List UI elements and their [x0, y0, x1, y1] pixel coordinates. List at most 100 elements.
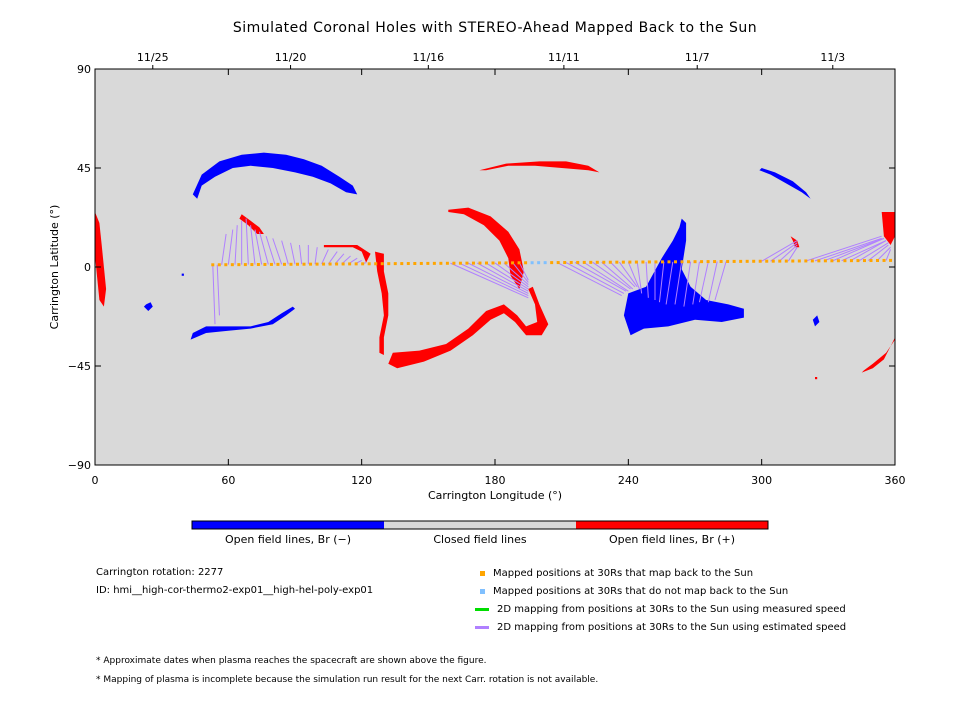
legend-item-estimated: 2D mapping from positions at 30Rs to the… [475, 620, 846, 634]
legend-label-measured: 2D mapping from positions at 30Rs to the… [497, 603, 846, 615]
plot-background [95, 69, 895, 465]
mapping-line [254, 229, 263, 265]
x-tick-label: 0 [92, 474, 99, 487]
run-id: ID: hmi__high-cor-thermo2-exp01__high-he… [96, 585, 374, 596]
mapping-line [494, 262, 529, 288]
mapped-position-point [471, 261, 475, 265]
mapped-position-point [856, 259, 860, 263]
mapping-line [298, 244, 303, 265]
coronal-hole-positive [375, 251, 389, 355]
mapped-position-point [341, 262, 345, 266]
mapped-position-point [217, 263, 221, 267]
mapped-position-point [778, 259, 782, 263]
unmapped-position-point [537, 261, 541, 265]
mapped-position-point [621, 260, 625, 264]
mapped-position-point [224, 263, 228, 267]
mapping-line [885, 249, 892, 261]
mapped-position-point [765, 259, 769, 263]
mapped-position-point [615, 260, 619, 264]
mapping-line [859, 242, 889, 262]
mapping-line [583, 261, 629, 292]
mapped-position-point [393, 262, 397, 266]
mapped-position-point [439, 261, 443, 265]
mapped-position-point [608, 260, 612, 264]
colorbar-label-negative: Open field lines, Br (−) [224, 533, 352, 546]
mapped-position-point [862, 259, 866, 263]
mapped-position-point [504, 261, 508, 265]
mapped-position-point [680, 260, 684, 264]
mapping-line [714, 261, 727, 301]
date-tick-label: 11/16 [412, 51, 444, 64]
mapped-position-point [315, 262, 319, 266]
mapped-position-point [250, 263, 254, 267]
coronal-hole-negative [759, 168, 811, 199]
mapping-line [212, 264, 216, 325]
legend-swatch-measured [475, 607, 489, 611]
mapping-line [619, 261, 638, 288]
coronal-hole-negative [181, 273, 184, 276]
mapped-position-point [882, 258, 886, 262]
mapping-line [459, 262, 529, 297]
mapped-position-point [406, 262, 410, 266]
mapped-position-point [641, 260, 645, 264]
mapped-position-point [869, 259, 873, 263]
mapped-position-point [732, 259, 736, 263]
mapped-position-point [713, 260, 717, 264]
mapped-position-point [498, 261, 502, 265]
mapped-position-point [289, 262, 293, 266]
mapped-position-point [458, 261, 462, 265]
mapped-position-point [484, 261, 488, 265]
date-tick-label: 11/7 [685, 51, 710, 64]
mapping-line [290, 242, 296, 265]
mapped-position-point [361, 262, 365, 266]
mapped-position-point [804, 259, 808, 263]
mapped-position-point [876, 258, 880, 262]
mapped-position-point [524, 261, 528, 265]
mapped-position-point [432, 261, 436, 265]
mapping-line [665, 261, 674, 305]
mapped-position-point [784, 259, 788, 263]
mapped-position-point [582, 260, 586, 264]
coronal-hole-negative [812, 315, 820, 327]
mapping-line [850, 240, 887, 262]
mapping-line [503, 262, 529, 285]
mapping-line [258, 231, 269, 265]
coronal-hole-positive [881, 212, 895, 245]
mapped-position-point [348, 262, 352, 266]
mapping-line [868, 244, 889, 261]
mapped-position-point [836, 259, 840, 263]
coronal-hole-positive [479, 161, 600, 173]
mapping-line [221, 233, 227, 265]
coronal-hole-negative [192, 152, 358, 199]
mapped-position-point [426, 261, 430, 265]
chart-title: Simulated Coronal Holes with STEREO-Ahea… [232, 20, 758, 36]
colorbar-segment [192, 521, 384, 529]
legend-label-unmapped: Mapped positions at 30Rs that do not map… [493, 585, 789, 597]
mapped-position-point [719, 260, 723, 263]
mapping-line [281, 240, 289, 265]
mapping-line [450, 262, 529, 299]
mapped-position-point [563, 261, 567, 265]
mapping-line [645, 261, 649, 298]
mapped-position-point [387, 262, 391, 266]
mapping-line [512, 262, 529, 283]
mapping-line [518, 262, 529, 281]
mapped-position-point [647, 260, 651, 264]
mapping-line [245, 218, 249, 265]
footnote-dates: * Approximate dates when plasma reaches … [96, 656, 487, 666]
mapping-line [321, 249, 329, 265]
mapping-line [770, 242, 798, 262]
mapping-line [707, 261, 718, 303]
y-axis-label: Carrington Latitude (°) [48, 205, 61, 330]
mapping-line [823, 237, 885, 262]
mapping-line [610, 261, 636, 288]
mapping-line [658, 261, 665, 303]
mapped-position-point [302, 262, 306, 266]
coronal-hole-negative [190, 306, 295, 340]
legend-label-mapped: Mapped positions at 30Rs that map back t… [493, 567, 754, 579]
coronal-hole-positive [323, 245, 371, 263]
mapped-position-point [739, 259, 743, 263]
mapping-line [761, 240, 798, 262]
colorbar-label-positive: Open field lines, Br (+) [608, 533, 736, 546]
